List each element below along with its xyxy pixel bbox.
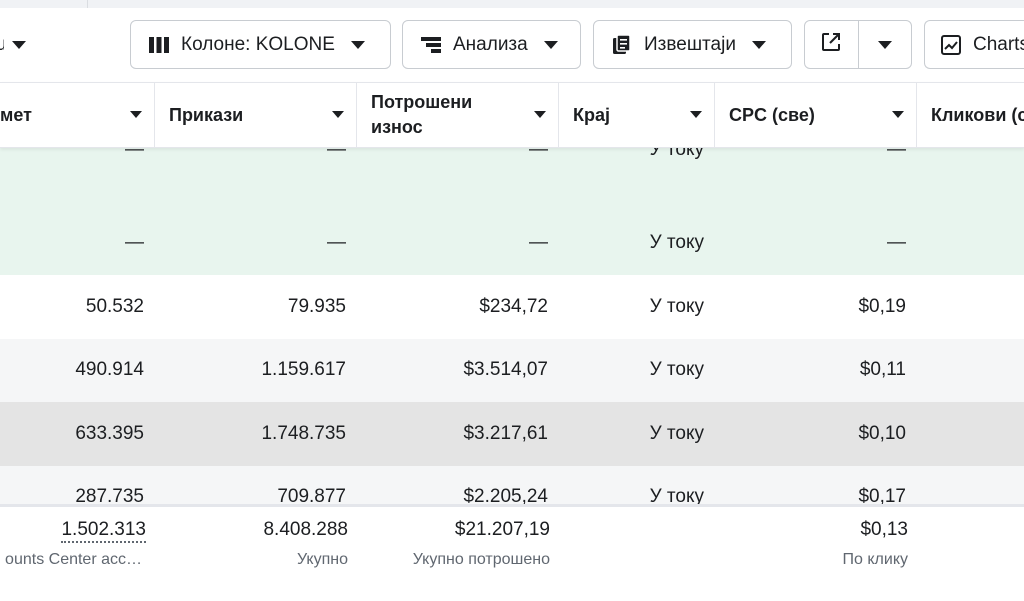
chevron-down-icon [751,40,766,49]
total-cpc-caption: По клику [842,551,908,568]
total-reach-value: 1.502.313 [61,519,146,543]
table-header: мет Прикази Потрошени износ Крај CPC (св… [0,82,1024,148]
sort-caret-icon [892,111,904,118]
cell-cpc: — [887,232,906,254]
column-header-label: Прикази [169,104,244,125]
cell-impressions: — [327,232,346,254]
analysis-label: Анализа [453,33,528,55]
cell-reach: 633.395 [75,422,144,444]
cell-amount-spent: — [529,139,548,160]
column-header-label: Потрошени износ [371,92,473,137]
cell-end: У току [649,422,704,444]
cell-impressions: 709.877 [277,486,346,508]
sort-caret-icon [534,111,546,118]
view-dropdown-label: u [0,34,4,56]
cell-end: У току [649,232,704,254]
total-impressions-caption: Укупно [296,551,348,568]
reports-button[interactable]: Извештаји [593,20,792,69]
cell-end: У току [649,359,704,381]
chevron-down-icon [12,40,26,49]
cell-reach: 490.914 [75,359,144,381]
total-cpc: $0,13 [860,519,908,540]
export-icon [820,31,842,59]
cell-impressions: 79.935 [287,295,346,317]
total-amount-spent: $21.207,19 [454,519,550,540]
table-body: — — — У току — — — — У току — 50.532 79.… [0,139,1024,529]
columns-icon [147,33,171,57]
sort-caret-icon [130,111,142,118]
toolbar: u Колоне: KOLONE Анализа Извештаји [0,8,1024,82]
cell-impressions: — [327,139,346,160]
sort-caret-icon [690,111,702,118]
results-table: мет Прикази Потрошени износ Крај CPC (св… [0,82,1024,148]
cell-reach: 287.735 [75,486,144,508]
column-header-amount-spent[interactable]: Потрошени износ [357,83,558,147]
table-row[interactable]: 50.532 79.935 $234,72 У току $0,19 [0,275,1024,339]
table-row[interactable]: 490.914 1.159.617 $3.514,07 У току $0,11 [0,338,1024,402]
cell-end: У току [649,139,704,160]
cell-end: У току [649,295,704,317]
cell-reach: — [125,232,144,254]
total-reach-caption: ounts Center acc… [5,551,142,568]
reports-label: Извештаји [644,33,736,55]
cell-impressions: 1.159.617 [261,359,346,381]
chevron-down-icon [350,40,365,49]
sort-caret-icon [332,111,344,118]
cell-amount-spent: — [529,232,548,254]
cell-reach: — [125,139,144,160]
chevron-down-icon [877,40,892,49]
top-strip [0,0,1024,8]
table-row[interactable]: — — — У току — [0,211,1024,275]
column-header-impressions[interactable]: Прикази [155,83,356,147]
column-header-reach[interactable]: мет [0,83,154,147]
export-button[interactable] [805,21,858,68]
totals-row: 1.502.313 ounts Center acc… 8.408.288 Ук… [0,504,1024,601]
columns-label: Колоне: KOLONE [181,33,335,55]
columns-button[interactable]: Колоне: KOLONE [130,20,391,69]
export-button-group [804,20,912,69]
table-row[interactable]: — — — У току — [0,139,1024,212]
cell-cpc: $0,19 [858,295,906,317]
chevron-down-icon [543,40,558,49]
chart-icon [939,33,963,57]
column-header-label: мет [0,104,32,125]
total-reach[interactable]: 1.502.313 [61,519,146,543]
cell-amount-spent: $234,72 [479,295,548,317]
cell-reach: 50.532 [85,295,144,317]
column-header-label: Крај [573,104,610,125]
column-header-clicks[interactable]: Кликови (све) [917,83,1024,147]
total-amount-spent-caption: Укупно потрошено [412,551,550,568]
column-header-label: CPC (све) [729,104,815,125]
cell-impressions: 1.748.735 [261,422,346,444]
reports-icon [610,33,634,57]
column-header-end[interactable]: Крај [559,83,714,147]
total-impressions: 8.408.288 [263,519,348,540]
charts-label: Charts [973,33,1024,55]
cell-amount-spent: $3.514,07 [463,359,548,381]
analysis-button[interactable]: Анализа [402,20,581,69]
view-dropdown-button[interactable]: u [0,20,38,69]
column-header-cpc[interactable]: CPC (све) [715,83,916,147]
cell-cpc: $0,11 [859,359,906,381]
breakdown-icon [419,33,443,57]
charts-button[interactable]: Charts [924,20,1024,69]
column-header-label: Кликови (све) [931,104,1024,125]
table-row[interactable]: 633.395 1.748.735 $3.217,61 У току $0,10 [0,402,1024,466]
cell-end: У току [649,486,704,508]
export-dropdown-button[interactable] [857,21,911,68]
cell-amount-spent: $2.205,24 [463,486,548,508]
cell-amount-spent: $3.217,61 [463,422,548,444]
cell-cpc: $0,17 [858,486,906,508]
cell-cpc: $0,10 [858,422,906,444]
cell-cpc: — [887,139,906,160]
